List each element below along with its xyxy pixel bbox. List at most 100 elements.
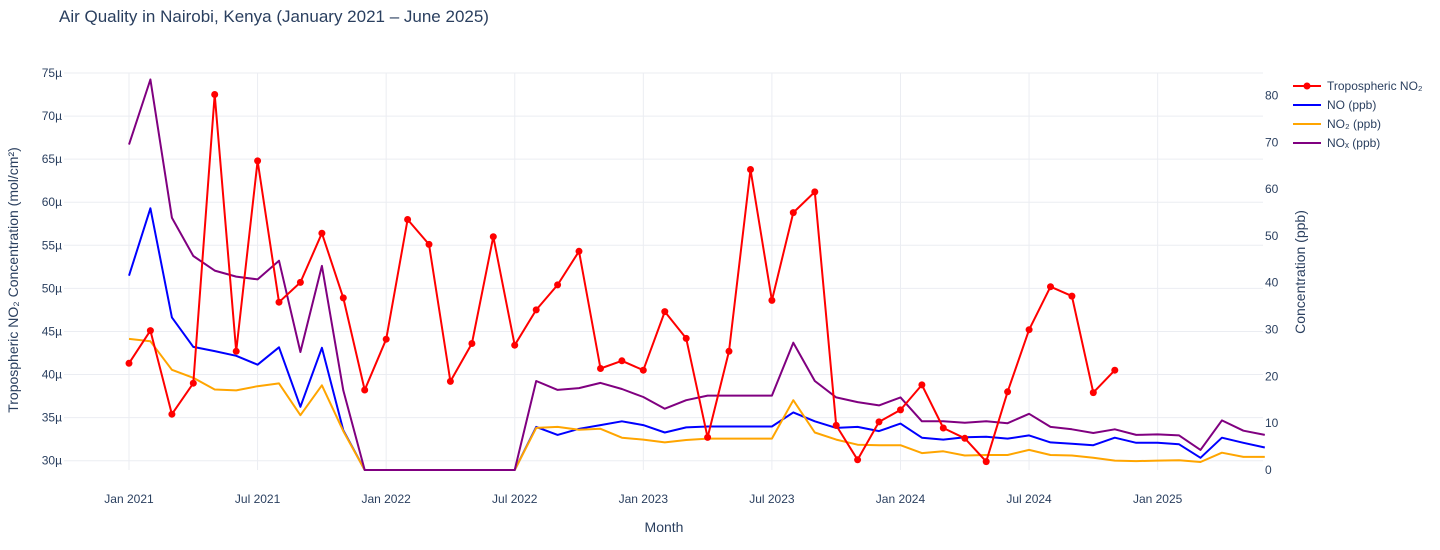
y2-tick-label: 0	[1265, 463, 1272, 477]
data-point[interactable]	[768, 296, 776, 304]
data-point[interactable]	[275, 298, 283, 306]
series-3	[128, 78, 1265, 471]
series-line	[128, 337, 1265, 471]
y2-tick-label: 60	[1265, 182, 1279, 196]
data-point[interactable]	[982, 458, 990, 466]
data-point[interactable]	[725, 347, 733, 355]
series-2	[128, 337, 1265, 471]
legend-item[interactable]: NO₂ (ppb)	[1293, 117, 1381, 131]
data-point[interactable]	[661, 308, 669, 316]
x-axis-title: Month	[645, 519, 684, 535]
series-line	[128, 207, 1266, 471]
y2-tick-label: 20	[1265, 369, 1279, 383]
legend[interactable]: Tropospheric NO₂ NO (ppb) NO₂ (ppb) NOₓ (pp…	[1293, 79, 1423, 150]
data-point[interactable]	[1047, 283, 1054, 291]
data-point[interactable]	[125, 359, 133, 367]
series-layer	[125, 78, 1266, 471]
y-axis-title: Tropospheric NO₂ Concentration (mol/cm²)	[5, 147, 21, 413]
data-point[interactable]	[875, 418, 883, 426]
y-tick-label: 70µ	[42, 109, 62, 123]
x-tick-label: Jan 2021	[104, 492, 154, 506]
legend-marker	[1303, 82, 1311, 90]
data-point[interactable]	[747, 166, 754, 173]
y2-tick-label: 30	[1265, 323, 1279, 337]
data-point[interactable]	[1111, 366, 1119, 374]
data-point[interactable]	[404, 216, 412, 223]
data-point[interactable]	[939, 424, 947, 432]
y2-tick-label: 80	[1265, 88, 1279, 102]
y-tick-label: 50µ	[42, 281, 62, 295]
data-point[interactable]	[211, 91, 219, 98]
y2-axis-title: Concentration (ppb)	[1292, 210, 1308, 334]
data-point[interactable]	[575, 247, 583, 255]
data-point[interactable]	[468, 340, 476, 347]
data-point[interactable]	[682, 334, 690, 342]
legend-label: NO (ppb)	[1327, 98, 1376, 112]
y2-tick-label: 50	[1265, 229, 1279, 243]
chart-title: Air Quality in Nairobi, Kenya (January 2…	[59, 7, 489, 26]
data-point[interactable]	[189, 379, 197, 387]
y-tick-label: 75µ	[42, 66, 62, 80]
data-point[interactable]	[361, 386, 369, 394]
y-tick-label: 45µ	[42, 324, 62, 338]
data-point[interactable]	[704, 433, 712, 441]
y2-tick-label: 40	[1265, 276, 1279, 290]
y-tick-label: 35µ	[42, 411, 62, 425]
data-point[interactable]	[511, 341, 519, 349]
series-line	[128, 93, 1116, 463]
series-line	[128, 78, 1265, 471]
x-tick-label: Jul 2023	[749, 492, 795, 506]
legend-item[interactable]: NO (ppb)	[1293, 98, 1376, 112]
legend-item[interactable]: Tropospheric NO₂	[1293, 79, 1423, 93]
data-point[interactable]	[897, 406, 904, 414]
data-point[interactable]	[382, 335, 390, 343]
data-point[interactable]	[425, 240, 433, 248]
gridlines	[64, 72, 1263, 470]
x-tick-label: Jul 2022	[492, 492, 538, 506]
data-point[interactable]	[1025, 326, 1033, 334]
y-tick-label: 60µ	[42, 195, 62, 209]
data-point[interactable]	[1089, 389, 1097, 397]
data-point[interactable]	[296, 278, 304, 286]
data-point[interactable]	[232, 347, 240, 355]
y-tick-label: 55µ	[42, 238, 62, 252]
x-tick-label: Jan 2024	[876, 492, 926, 506]
data-point[interactable]	[318, 229, 326, 237]
x-tick-label: Jan 2025	[1133, 492, 1183, 506]
data-point[interactable]	[597, 365, 604, 372]
data-point[interactable]	[789, 209, 797, 217]
y-tick-label: 65µ	[42, 152, 62, 166]
data-point[interactable]	[339, 294, 347, 302]
data-point[interactable]	[146, 327, 154, 335]
legend-label: NO₂ (ppb)	[1327, 117, 1381, 131]
series-0	[125, 91, 1119, 466]
x-tick-label: Jul 2021	[235, 492, 281, 506]
x-tick-label: Jul 2024	[1006, 492, 1052, 506]
legend-label: Tropospheric NO₂	[1327, 79, 1423, 93]
data-point[interactable]	[961, 434, 969, 442]
axis-tick-labels: 30µ 35µ 40µ 45µ 50µ 55µ 60µ 65µ 70µ 75µ 0 10 20 30 40 5…	[42, 66, 1279, 506]
data-point[interactable]	[832, 421, 840, 429]
data-point[interactable]	[639, 366, 647, 374]
data-point[interactable]	[811, 188, 819, 196]
data-point[interactable]	[168, 410, 176, 418]
data-point[interactable]	[489, 233, 497, 241]
data-point[interactable]	[446, 377, 454, 385]
data-point[interactable]	[854, 456, 862, 464]
x-tick-label: Jan 2022	[361, 492, 411, 506]
data-point[interactable]	[254, 157, 262, 165]
y-tick-label: 40µ	[42, 368, 62, 382]
data-point[interactable]	[1068, 292, 1076, 300]
y2-tick-label: 10	[1265, 416, 1279, 430]
x-tick-label: Jan 2023	[619, 492, 669, 506]
series-1	[128, 207, 1266, 471]
data-point[interactable]	[618, 357, 626, 365]
data-point[interactable]	[1004, 388, 1012, 396]
data-point[interactable]	[532, 306, 540, 314]
data-point[interactable]	[918, 381, 926, 389]
data-point[interactable]	[554, 281, 562, 289]
legend-label: NOₓ (ppb)	[1327, 136, 1380, 150]
legend-item[interactable]: NOₓ (ppb)	[1293, 136, 1380, 150]
